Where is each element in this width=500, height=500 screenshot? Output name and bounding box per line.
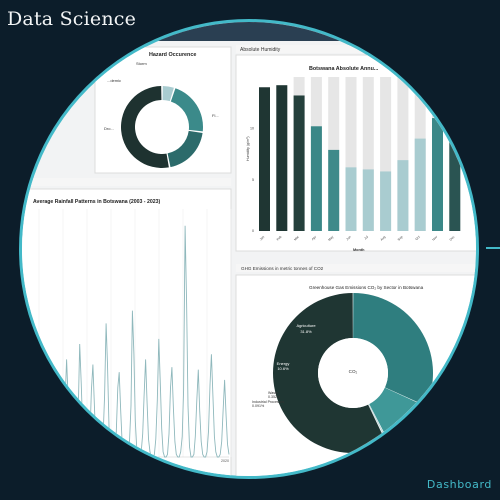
humidity-xtick: Oct <box>415 235 421 241</box>
rainfall-title: Average Rainfall Patterns in Botswana (2… <box>33 199 161 205</box>
ghg-value-agriculture: 31.8% <box>300 329 312 334</box>
humidity-header: Absolute Humidity <box>240 47 281 53</box>
ghg-header: GHG Emissions in metric tonnes of CO2 <box>241 266 324 271</box>
hazard-label-epidemic: ...demic <box>107 78 121 83</box>
slice-drought <box>167 130 203 168</box>
hazard-label-storm: Storm <box>136 61 147 66</box>
hazard-panel[interactable] <box>94 46 232 174</box>
slice-industrial <box>368 404 389 445</box>
ghg-donut-hole <box>318 338 388 408</box>
ghg-label-energy: Energy <box>277 361 290 366</box>
humidity-bar-chart: 0 5 10 Jan Feb Mar Apr May Jun Jul Aug Sep Oct Nov Dec <box>250 77 461 242</box>
slice-land <box>272 293 388 454</box>
slice-energy <box>369 387 426 444</box>
rainfall-panel-header <box>22 178 231 186</box>
humidity-bar <box>328 149 340 231</box>
hazard-title: Hazard Occurence <box>149 52 196 58</box>
lens-connector-line <box>486 247 500 249</box>
ghg-center-label: CO₂ <box>349 369 358 374</box>
ghg-value-energy: 10.6% <box>277 366 289 371</box>
humidity-bar <box>432 118 443 231</box>
ghg-value-industrial: 0.091% <box>252 404 265 408</box>
humidity-ylabel: Humidity (g/m³) <box>246 136 250 161</box>
rainfall-xtick: 2020 <box>221 459 229 463</box>
humidity-bar <box>397 160 409 231</box>
humidity-bar-bg <box>362 77 374 231</box>
humidity-bar <box>276 85 288 231</box>
humidity-bar-bg <box>345 77 357 231</box>
ghg-donut-chart <box>272 293 433 454</box>
rainfall-series-line <box>48 225 230 458</box>
humidity-ytick: 0 <box>252 229 254 233</box>
humidity-ytick: 5 <box>252 178 254 182</box>
slice-agriculture <box>353 293 433 406</box>
ghg-panel-header <box>236 264 476 272</box>
humidity-bar <box>293 95 305 231</box>
humidity-xtick: Jun <box>345 235 352 242</box>
magnifier-lens: Hazard Occurence Storm ...demic Dro... F… <box>19 19 479 479</box>
ghg-value-waste: 0.352% <box>268 395 281 399</box>
humidity-xtick: Jan <box>259 235 266 242</box>
humidity-bar <box>380 171 392 231</box>
humidity-bar-bg <box>397 77 409 231</box>
dashboard-link[interactable]: Dashboard <box>426 478 492 491</box>
ghg-label-waste: Waste <box>268 391 278 395</box>
humidity-ytick: 10 <box>250 127 254 131</box>
humidity-bar <box>414 138 426 231</box>
humidity-title: Botswana Absolute Annu... <box>309 66 379 72</box>
rainfall-x-ticks: 2020 <box>221 459 229 463</box>
hazard-label-drought: Dro... <box>104 126 114 131</box>
slice-storm <box>162 86 174 102</box>
humidity-bar-bg <box>380 77 392 231</box>
dashboard-preview: Hazard Occurence Storm ...demic Dro... F… <box>22 22 476 476</box>
humidity-bar <box>362 169 374 231</box>
humidity-xtick: Dec <box>449 235 456 242</box>
hazard-donut-chart <box>121 86 203 168</box>
ghg-title: Greenhouse Gas Emissions CO₂ by Sector i… <box>309 285 424 290</box>
humidity-panel-header <box>236 45 476 53</box>
humidity-xlabel: Month <box>353 248 365 252</box>
ghg-label-agriculture: Agriculture <box>296 323 316 328</box>
humidity-bar <box>310 126 322 231</box>
humidity-bar <box>259 87 270 232</box>
humidity-xtick: Jul <box>363 235 369 241</box>
humidity-xtick: Aug <box>379 235 386 242</box>
humidity-xtick: Mar <box>293 234 300 241</box>
humidity-xtick: Nov <box>431 235 438 242</box>
humidity-xtick: Feb <box>276 235 283 242</box>
humidity-xtick: Apr <box>311 234 318 241</box>
slice-flood <box>121 86 169 168</box>
humidity-xtick: Sep <box>397 235 404 242</box>
humidity-xtick: May <box>327 235 334 242</box>
humidity-bar <box>345 167 357 231</box>
ghg-label-industrial: Industrial Processes <box>252 400 285 404</box>
hazard-label-flood: Fl... <box>212 113 219 118</box>
humidity-bar <box>449 97 461 232</box>
slice-waste <box>368 404 390 445</box>
ghg-label-land: Land... <box>430 399 442 404</box>
dashboard-top-bar <box>22 22 476 41</box>
slice-epidemic <box>170 88 203 132</box>
